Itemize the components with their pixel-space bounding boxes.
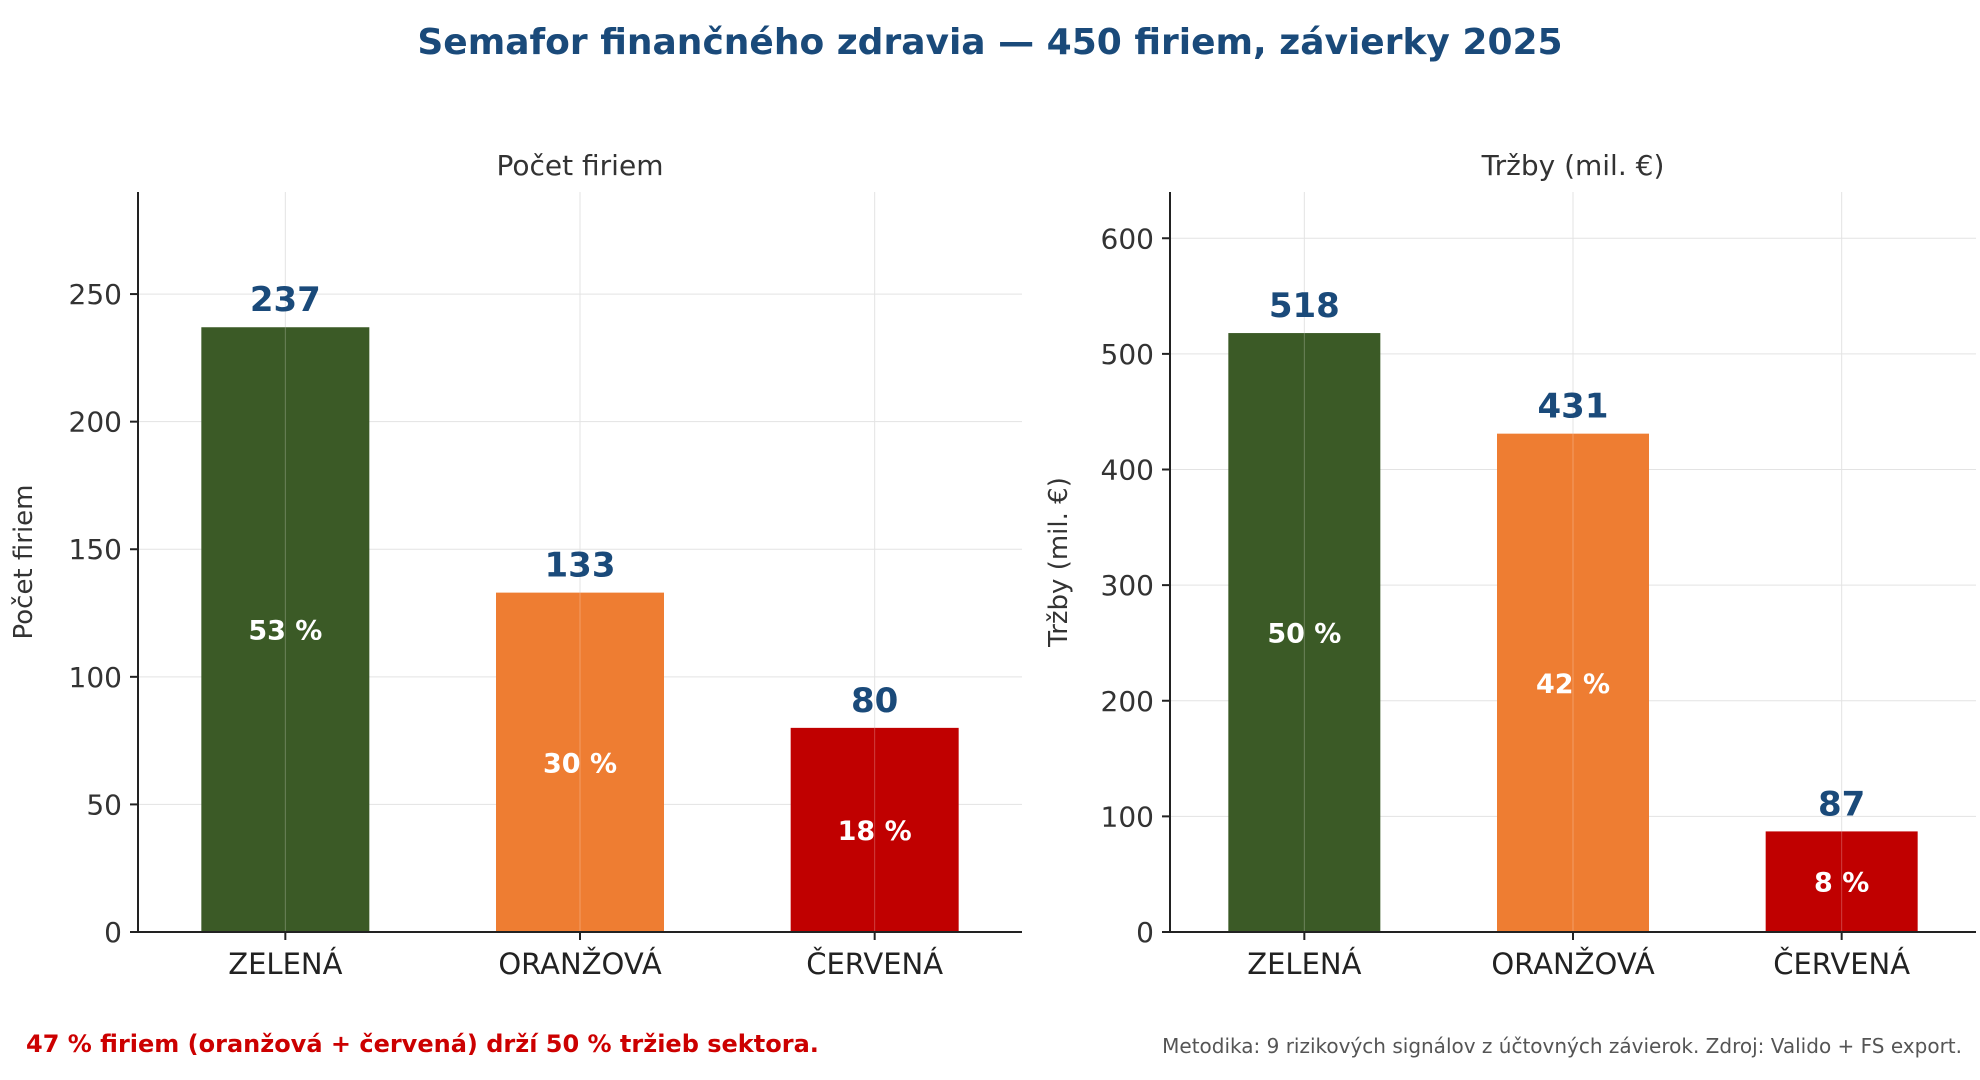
- y-tick-label: 50: [86, 788, 122, 821]
- y-tick-label: 300: [1101, 569, 1154, 602]
- bar-value-label: 87: [1818, 784, 1865, 824]
- subplot-title: Tržby (mil. €): [1481, 149, 1665, 182]
- bar-share-label: 30 %: [543, 748, 617, 779]
- y-tick-label: 250: [69, 278, 122, 311]
- footnote-methodology: Metodika: 9 rizikových signálov z účtovn…: [1162, 1034, 1962, 1058]
- subplot-title: Počet firiem: [497, 149, 664, 182]
- bar-share-label: 53 %: [248, 616, 322, 647]
- bar-value-label: 237: [250, 280, 321, 320]
- footnote-summary: 47 % firiem (oranžová + červená) drží 50…: [26, 1030, 819, 1058]
- y-tick-label: 150: [69, 533, 122, 566]
- x-tick-label: ČERVENÁ: [1773, 947, 1910, 981]
- bar-value-label: 133: [545, 546, 616, 586]
- bar-value-label: 80: [851, 681, 898, 721]
- bar-value-label: 431: [1538, 387, 1609, 427]
- y-tick-label: 400: [1101, 454, 1154, 487]
- y-axis-label: Počet firiem: [9, 484, 39, 639]
- y-tick-label: 200: [1101, 685, 1154, 718]
- y-tick-label: 0: [104, 916, 122, 949]
- bar-červená: [790, 727, 959, 932]
- y-tick-label: 100: [69, 661, 122, 694]
- bar-oranžová: [496, 592, 664, 932]
- bar-share-label: 42 %: [1536, 669, 1610, 700]
- y-tick-label: 200: [69, 406, 122, 439]
- bar-zelená: [1228, 333, 1381, 932]
- chart-1: Počet firiem Počet firiem 0 50 100 150 200 250 2…: [9, 149, 1022, 981]
- bar-share-label: 50 %: [1267, 619, 1341, 650]
- x-tick-label: ORANŽOVÁ: [498, 947, 661, 981]
- bar-value-label: 518: [1269, 286, 1340, 326]
- bar-oranžová: [1497, 433, 1649, 932]
- x-tick-label: ČERVENÁ: [806, 947, 943, 981]
- x-tick-label: ZELENÁ: [228, 947, 342, 981]
- bar-červená: [1765, 831, 1918, 932]
- chart-2: Tržby (mil. €) Tržby (mil. €) 0 100 200 300 40…: [1044, 149, 1976, 981]
- y-axis-label: Tržby (mil. €): [1044, 477, 1074, 648]
- y-tick-label: 100: [1101, 800, 1154, 833]
- bar-share-label: 18 %: [838, 816, 912, 847]
- y-tick-label: 500: [1101, 338, 1154, 371]
- y-tick-label: 0: [1136, 916, 1154, 949]
- y-tick-label: 600: [1101, 222, 1154, 255]
- bar-zelená: [201, 327, 370, 932]
- bar-share-label: 8 %: [1814, 868, 1869, 899]
- x-tick-label: ORANŽOVÁ: [1491, 947, 1654, 981]
- chart-main-title: Semafor finančného zdravia — 450 firiem,…: [417, 22, 1563, 63]
- x-tick-label: ZELENÁ: [1247, 947, 1361, 981]
